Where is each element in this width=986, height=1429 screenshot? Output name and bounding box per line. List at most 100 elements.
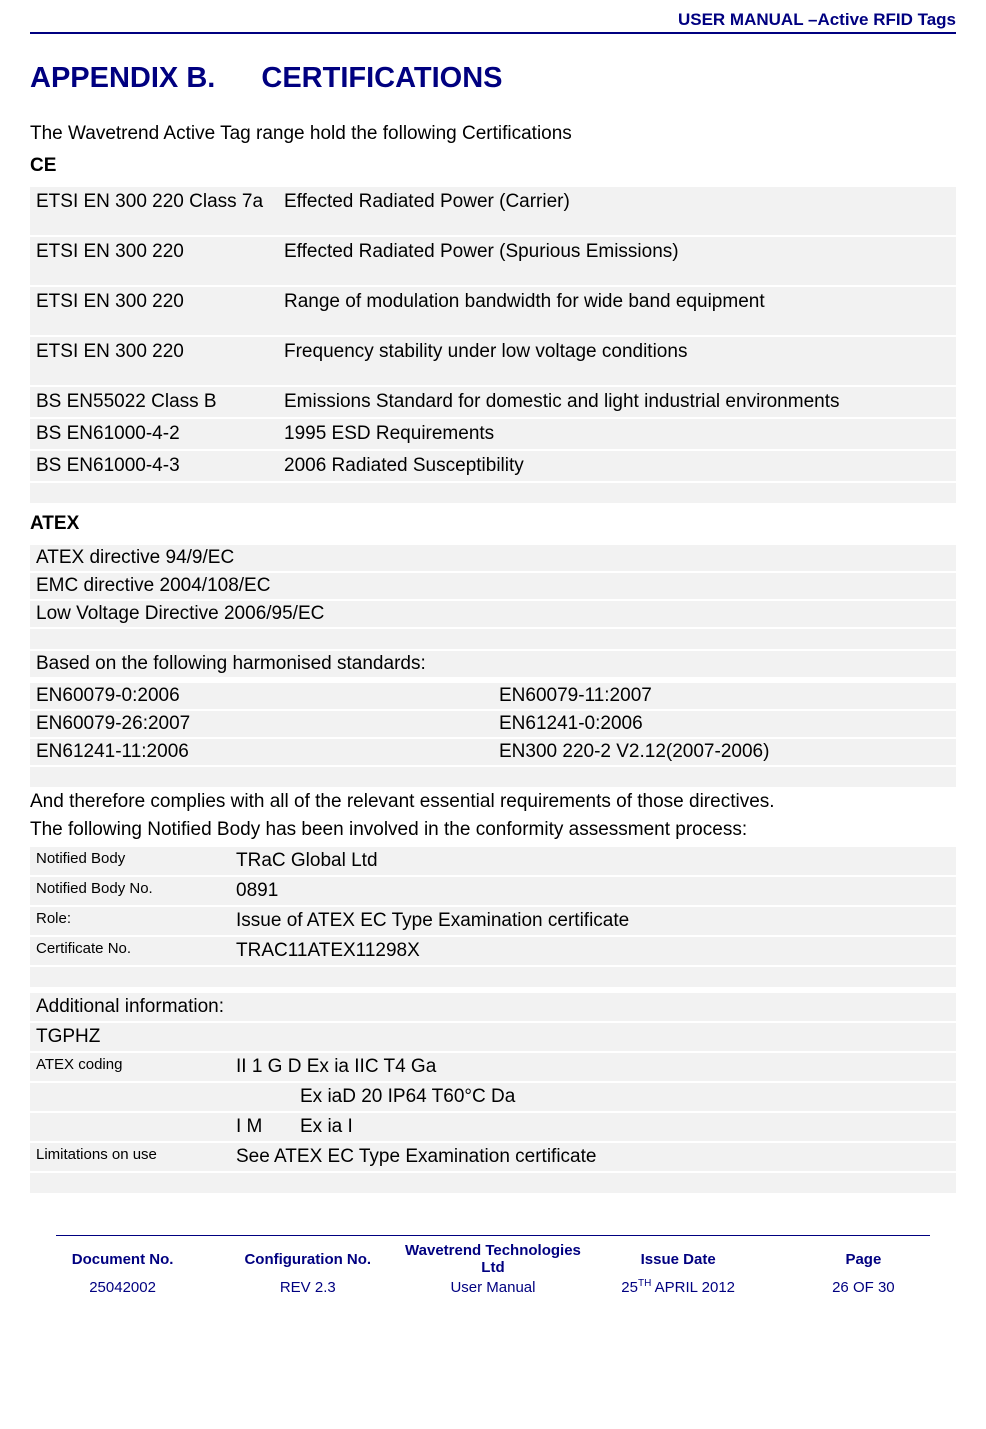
nb-label: Notified Body (30, 847, 230, 875)
blank-cell (30, 1173, 230, 1193)
table-row: ETSI EN 300 220Effected Radiated Power (… (30, 237, 956, 285)
appendix-name: CERTIFICATIONS (261, 62, 502, 94)
table-row: ATEX directive 94/9/EC (30, 545, 956, 571)
blank-cell (30, 483, 278, 503)
standards-intro: Based on the following harmonised standa… (30, 651, 956, 677)
ce-std: ETSI EN 300 220 (30, 237, 278, 285)
ce-desc: Effected Radiated Power (Spurious Emissi… (278, 237, 956, 285)
blank-cell (30, 1083, 230, 1111)
table-row: ETSI EN 300 220Range of modulation bandw… (30, 287, 956, 335)
tgphz: TGPHZ (30, 1023, 956, 1051)
standard: EN61241-0:2006 (493, 711, 956, 737)
table-row: Additional information: (30, 993, 956, 1021)
complies-text: And therefore complies with all of the r… (30, 789, 956, 815)
nb-value: TRaC Global Ltd (230, 847, 956, 875)
table-row: Ex iaD 20 IP64 T60°C Da (30, 1083, 956, 1111)
blank-cell (278, 483, 956, 503)
standard: EN60079-26:2007 (30, 711, 493, 737)
additional-head: Additional information: (30, 993, 956, 1021)
footer-divider (56, 1235, 930, 1236)
ce-desc: Range of modulation bandwidth for wide b… (278, 287, 956, 335)
ce-std: ETSI EN 300 220 (30, 287, 278, 335)
notified-intro: The following Notified Body has been inv… (30, 817, 956, 843)
ce-std: BS EN61000-4-2 (30, 419, 278, 449)
table-row: Based on the following harmonised standa… (30, 651, 956, 677)
blank-cell (30, 629, 956, 649)
footer-head: Configuration No. (215, 1242, 400, 1278)
blank-cell (230, 967, 956, 987)
ce-desc: Emissions Standard for domestic and ligh… (278, 387, 956, 417)
additional-info-table: Additional information: TGPHZ ATEX codin… (30, 991, 956, 1195)
table-row: EN61241-11:2006EN300 220-2 V2.12(2007-20… (30, 739, 956, 765)
ce-std: ETSI EN 300 220 Class 7a (30, 187, 278, 235)
atex-coding-value: Ex iaD 20 IP64 T60°C Da (230, 1083, 956, 1111)
directive: EMC directive 2004/108/EC (30, 573, 956, 599)
ce-desc: Frequency stability under low voltage co… (278, 337, 956, 385)
directive: ATEX directive 94/9/EC (30, 545, 956, 571)
atex-directives-table: ATEX directive 94/9/EC EMC directive 200… (30, 543, 956, 679)
table-row: Certificate No.TRAC11ATEX11298X (30, 937, 956, 965)
ce-std: ETSI EN 300 220 (30, 337, 278, 385)
table-row (30, 767, 956, 787)
appendix-label: APPENDIX B. (30, 62, 215, 94)
blank-cell (230, 1173, 956, 1193)
nb-value: TRAC11ATEX11298X (230, 937, 956, 965)
table-row: Notified BodyTRaC Global Ltd (30, 847, 956, 875)
ce-desc: 2006 Radiated Susceptibility (278, 451, 956, 481)
footer-head: Document No. (30, 1242, 215, 1278)
footer-table: Document No. Configuration No. Wavetrend… (30, 1242, 956, 1296)
footer-val: User Manual (400, 1278, 585, 1296)
nb-value: 0891 (230, 877, 956, 905)
table-row: BS EN61000-4-32006 Radiated Susceptibili… (30, 451, 956, 481)
footer-val: REV 2.3 (215, 1278, 400, 1296)
atex-heading: ATEX (30, 513, 956, 535)
table-row: ETSI EN 300 220Frequency stability under… (30, 337, 956, 385)
table-row: EN60079-0:2006EN60079-11:2007 (30, 683, 956, 709)
nb-label: Certificate No. (30, 937, 230, 965)
limitations-value: See ATEX EC Type Examination certificate (230, 1143, 956, 1171)
atex-coding-value: I MEx ia I (230, 1113, 956, 1141)
table-row: BS EN55022 Class BEmissions Standard for… (30, 387, 956, 417)
nb-value: Issue of ATEX EC Type Examination certif… (230, 907, 956, 935)
blank-cell (30, 767, 493, 787)
table-row: Notified Body No.0891 (30, 877, 956, 905)
ce-std: BS EN61000-4-3 (30, 451, 278, 481)
table-row: Role:Issue of ATEX EC Type Examination c… (30, 907, 956, 935)
blank-cell (493, 767, 956, 787)
standards-table: EN60079-0:2006EN60079-11:2007 EN60079-26… (30, 681, 956, 789)
footer-head: Wavetrend Technologies Ltd (400, 1242, 585, 1278)
page-footer: Document No. Configuration No. Wavetrend… (0, 1235, 986, 1296)
table-row: Limitations on useSee ATEX EC Type Exami… (30, 1143, 956, 1171)
directive: Low Voltage Directive 2006/95/EC (30, 601, 956, 627)
page-header: USER MANUAL –Active RFID Tags (30, 10, 956, 34)
intro-text: The Wavetrend Active Tag range hold the … (30, 123, 956, 145)
ce-heading: CE (30, 155, 956, 177)
appendix-title: APPENDIX B. CERTIFICATIONS (30, 62, 956, 95)
standard: EN61241-11:2006 (30, 739, 493, 765)
footer-head-row: Document No. Configuration No. Wavetrend… (30, 1242, 956, 1278)
table-row: EMC directive 2004/108/EC (30, 573, 956, 599)
footer-val: 25042002 (30, 1278, 215, 1296)
footer-head: Page (771, 1242, 956, 1278)
table-row (30, 967, 956, 987)
nb-label: Role: (30, 907, 230, 935)
footer-head: Issue Date (586, 1242, 771, 1278)
table-row: Low Voltage Directive 2006/95/EC (30, 601, 956, 627)
blank-cell (30, 967, 230, 987)
table-row (30, 483, 956, 503)
table-row: ATEX codingII 1 G D Ex ia IIC T4 Ga (30, 1053, 956, 1081)
table-row: TGPHZ (30, 1023, 956, 1051)
standard: EN60079-0:2006 (30, 683, 493, 709)
table-row: EN60079-26:2007EN61241-0:2006 (30, 711, 956, 737)
atex-coding-label: ATEX coding (30, 1053, 230, 1081)
footer-val: 26 OF 30 (771, 1278, 956, 1296)
table-row (30, 629, 956, 649)
atex-coding-value: II 1 G D Ex ia IIC T4 Ga (230, 1053, 956, 1081)
blank-cell (30, 1113, 230, 1141)
footer-val-row: 25042002 REV 2.3 User Manual 25TH APRIL … (30, 1278, 956, 1296)
ce-std: BS EN55022 Class B (30, 387, 278, 417)
footer-val: 25TH APRIL 2012 (586, 1278, 771, 1296)
ce-desc: Effected Radiated Power (Carrier) (278, 187, 956, 235)
table-row (30, 1173, 956, 1193)
limitations-label: Limitations on use (30, 1143, 230, 1171)
